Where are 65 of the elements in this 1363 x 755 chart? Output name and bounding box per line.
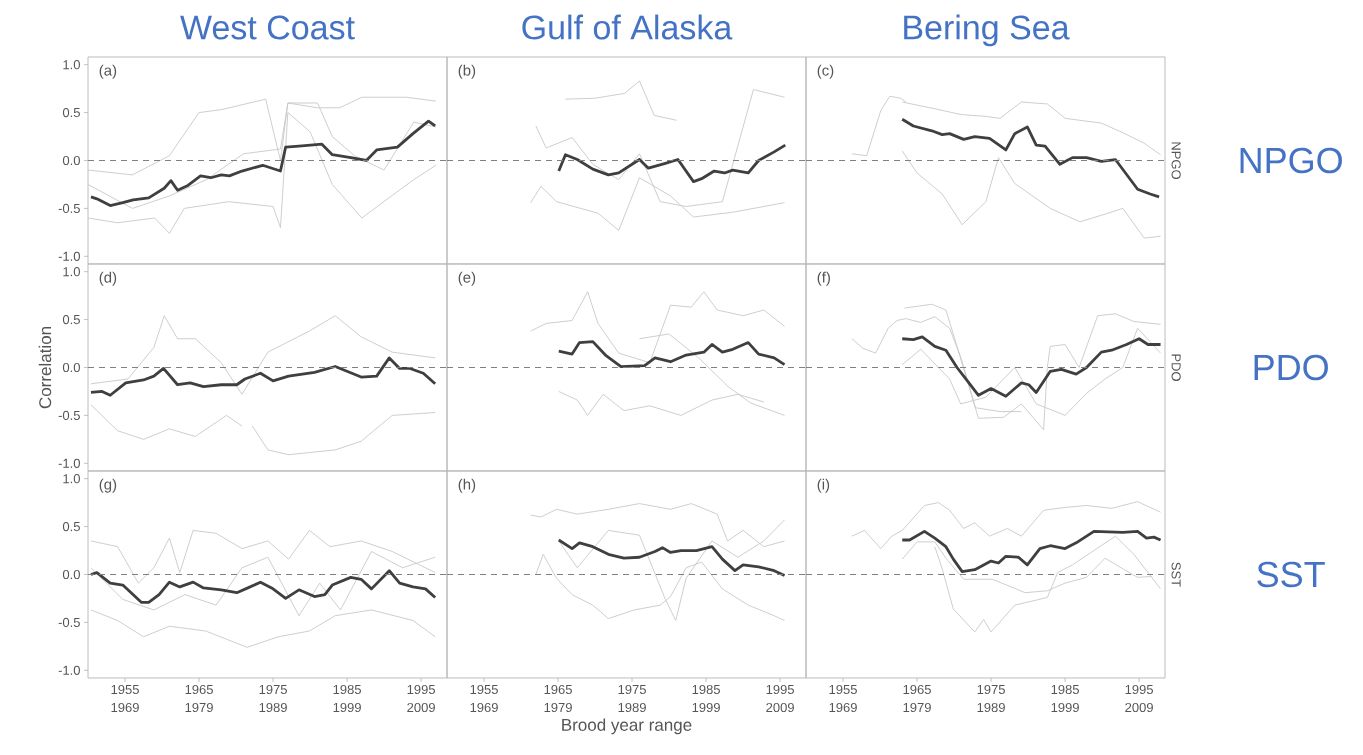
annotation: (i) (817, 478, 830, 493)
x2-tick-label: 2009 (407, 702, 435, 713)
annotation: (e) (458, 271, 476, 286)
y-tick-label: -1.0 (58, 251, 80, 261)
x-tick-label: 1985 (1051, 684, 1079, 695)
y-tick-label: 0.5 (62, 521, 80, 532)
annotation: (a) (99, 64, 117, 79)
y-tick-label: 0.0 (62, 569, 80, 580)
annotation: (h) (458, 478, 476, 493)
x2-tick-label: 2009 (766, 702, 794, 713)
x-tick-label: 1955 (111, 684, 139, 695)
y-tick-label: 0.5 (62, 107, 80, 118)
x-tick-label: 1995 (1125, 684, 1153, 695)
annotation: (d) (99, 271, 117, 286)
annotation: (b) (458, 64, 476, 79)
y-tick-label: 0.5 (62, 314, 80, 325)
x-tick-label: 1985 (333, 684, 361, 695)
y-axis-title: Correlation (38, 327, 52, 409)
y-tick-label: 1.0 (63, 60, 80, 70)
x-tick-label: 1985 (692, 684, 720, 695)
x2-tick-label: 1979 (544, 702, 572, 713)
x2-tick-label: 1999 (333, 702, 361, 713)
x-tick-label: 1965 (544, 684, 572, 695)
annotation: (c) (817, 64, 834, 79)
x-tick-label: 1995 (407, 684, 435, 695)
x2-tick-label: 1979 (185, 702, 213, 713)
text: SST (1257, 561, 1325, 588)
x2-tick-label: 1969 (470, 702, 498, 713)
y-tick-label: -0.5 (58, 617, 80, 627)
annotation: (f) (817, 271, 830, 286)
x2-tick-label: 1969 (111, 702, 139, 713)
x2-tick-label: 2009 (1125, 702, 1153, 713)
x-tick-label: 1975 (259, 684, 287, 695)
y-tick-label: 0.0 (62, 362, 80, 373)
x2-tick-label: 1989 (618, 702, 646, 713)
x2-tick-label: 1999 (692, 702, 720, 713)
x2-tick-label: 1979 (903, 702, 931, 713)
annotation: (g) (99, 478, 117, 493)
x2-tick-label: 1999 (1051, 702, 1079, 713)
y-tick-label: -0.5 (58, 203, 80, 213)
chart-title: Gulf of Alaska (522, 14, 733, 40)
y-tick-label: -1.0 (58, 458, 80, 468)
x2-tick-label: 1969 (829, 702, 857, 713)
y2-axis-title: PDO (1171, 354, 1181, 381)
x-tick-label: 1955 (470, 684, 498, 695)
x-tick-label: 1995 (766, 684, 794, 695)
x-tick-label: 1965 (185, 684, 213, 695)
y-tick-label: 0.0 (62, 155, 80, 166)
y2-axis-title: NPGO (1171, 142, 1181, 179)
y2-axis-title: SST (1171, 562, 1181, 587)
x2-tick-label: 1989 (977, 702, 1005, 713)
text: NPGO (1240, 147, 1342, 174)
x-tick-label: 1965 (903, 684, 931, 695)
chart-title: West Coast (180, 15, 355, 40)
y-tick-label: 1.0 (63, 267, 80, 277)
text: PDO (1254, 354, 1328, 381)
y-tick-label: -0.5 (58, 410, 80, 420)
x-tick-label: 1975 (618, 684, 646, 695)
x-tick-label: 1955 (829, 684, 857, 695)
x2-tick-label: 1989 (259, 702, 287, 713)
chart-title: Bering Sea (904, 14, 1070, 47)
x-axis-title: Brood year range (562, 718, 692, 735)
y-tick-label: 1.0 (63, 474, 80, 484)
y-tick-label: -1.0 (58, 665, 80, 675)
x-tick-label: 1975 (977, 684, 1005, 695)
